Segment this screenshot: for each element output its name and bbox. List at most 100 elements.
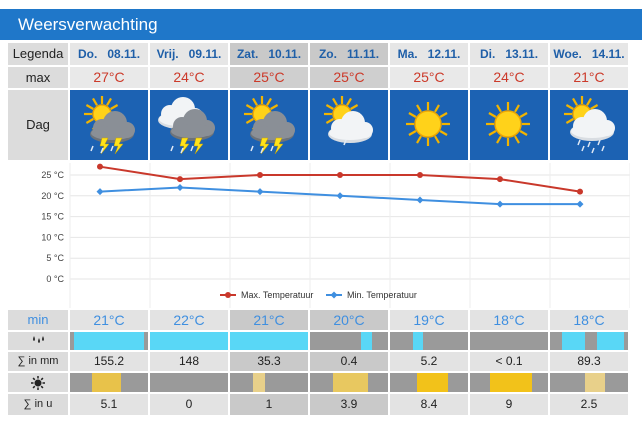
day-header: Di. 13.11. xyxy=(470,43,548,65)
day-header: Ma. 12.11. xyxy=(390,43,468,65)
weather-icon-cell xyxy=(70,90,148,160)
chart-legend-label: Max. Temperatuur xyxy=(241,290,313,300)
weather-icon-cell xyxy=(550,90,628,160)
chart-y-tick-label: 10 °C xyxy=(41,232,64,242)
sunshine-sum: 5.1 xyxy=(70,394,148,415)
chart-legend-marker xyxy=(225,292,231,298)
day-name: Ma. xyxy=(397,47,418,61)
precip-sum: 35.3 xyxy=(230,352,308,371)
sun-cloud-drizzle-icon xyxy=(310,94,388,156)
chart-y-tick-label: 15 °C xyxy=(41,212,64,222)
sunshine-segment xyxy=(489,373,533,392)
min-temp: 22°C xyxy=(150,310,228,330)
sunshine-strip xyxy=(310,373,388,392)
weather-icon-cell xyxy=(470,90,548,160)
chart-legend-marker xyxy=(330,291,338,299)
widget-title-bar: Weersverwachting xyxy=(0,9,642,40)
precip-strip xyxy=(230,332,308,350)
precip-strip xyxy=(390,332,468,350)
precip-strip xyxy=(470,332,548,350)
sunshine-strip xyxy=(470,373,548,392)
precip-sum: 0.4 xyxy=(310,352,388,371)
row-label-min: min xyxy=(8,310,68,330)
sunshine-sum: 9 xyxy=(470,394,548,415)
precip-strip xyxy=(550,332,628,350)
raindrops-icon xyxy=(31,335,45,350)
precip-segment xyxy=(561,332,586,350)
sunshine-segment xyxy=(333,373,369,392)
row-label-rain xyxy=(8,332,68,350)
precip-segment xyxy=(360,332,373,350)
sun-cloud-rain-icon xyxy=(550,94,628,156)
day-date: 09.11. xyxy=(188,47,222,61)
row-label-sun xyxy=(8,373,68,392)
day-header: Do. 08.11. xyxy=(70,43,148,65)
chart-point-max xyxy=(177,176,183,183)
thunderstorm-sun-icon xyxy=(70,94,148,156)
day-header: Woe. 14.11. xyxy=(550,43,628,65)
precip-sum: 5.2 xyxy=(390,352,468,371)
sunshine-strip xyxy=(550,373,628,392)
precip-sum: 155.2 xyxy=(70,352,148,371)
chart-point-max xyxy=(497,176,503,183)
sunshine-sum: 0 xyxy=(150,394,228,415)
day-date: 14.11. xyxy=(591,47,625,61)
temperature-chart-svg: 0 °C 5 °C 10 °C 15 °C 20 °C 25 °C Max. Tempera… xyxy=(8,163,631,308)
max-temp: 21°C xyxy=(550,67,628,88)
sunshine-sum: 8.4 xyxy=(390,394,468,415)
row-label-icon: Dag xyxy=(8,90,68,160)
chart-y-tick-label: 20 °C xyxy=(41,191,64,201)
chart-point-min xyxy=(256,188,264,196)
precip-segment xyxy=(413,332,423,350)
chart-y-tick-label: 5 °C xyxy=(46,253,64,263)
sunshine-strip xyxy=(230,373,308,392)
max-temp: 25°C xyxy=(390,67,468,88)
day-date: 10.11. xyxy=(268,47,302,61)
row-label-max: max xyxy=(8,67,68,88)
chart-point-min xyxy=(576,200,584,208)
row-label-head: Legenda xyxy=(8,43,68,65)
max-temp: 24°C xyxy=(150,67,228,88)
chart-y-tick-label: 0 °C xyxy=(46,274,64,284)
sun-icon xyxy=(470,94,548,156)
day-name: Do. xyxy=(77,47,98,61)
precip-segment xyxy=(150,332,228,350)
day-date: 12.11. xyxy=(427,47,461,61)
sunshine-sum: 3.9 xyxy=(310,394,388,415)
precip-strip xyxy=(310,332,388,350)
sunshine-segment xyxy=(91,373,121,392)
day-date: 08.11. xyxy=(107,47,141,61)
widget-title: Weersverwachting xyxy=(18,15,158,34)
thunderstorm-sun-icon xyxy=(230,94,308,156)
precip-sum: 148 xyxy=(150,352,228,371)
temperature-chart: 0 °C 5 °C 10 °C 15 °C 20 °C 25 °C Max. Tempera… xyxy=(8,163,631,308)
min-temp: 21°C xyxy=(230,310,308,330)
day-name: Zat. xyxy=(236,47,259,61)
sun-small-icon xyxy=(30,375,46,392)
day-name: Woe. xyxy=(553,47,582,61)
sunshine-strip xyxy=(70,373,148,392)
chart-point-max xyxy=(257,172,263,178)
chart-y-axis-area xyxy=(8,163,68,308)
chart-point-min xyxy=(96,188,104,196)
min-temp: 18°C xyxy=(470,310,548,330)
day-header: Zo. 11.11. xyxy=(310,43,388,65)
thunderstorm-icon xyxy=(150,94,228,156)
row-label-ssum: ∑ in u xyxy=(8,394,68,415)
weather-icon-cell xyxy=(150,90,228,160)
sunshine-segment xyxy=(585,373,605,392)
sunshine-strip xyxy=(150,373,228,392)
chart-point-max xyxy=(417,172,423,178)
weather-icon-cell xyxy=(390,90,468,160)
min-temp: 21°C xyxy=(70,310,148,330)
min-temp: 18°C xyxy=(550,310,628,330)
chart-point-min xyxy=(336,192,344,200)
chart-y-tick-label: 25 °C xyxy=(41,170,64,180)
precip-sum: 89.3 xyxy=(550,352,628,371)
weather-icon-cell xyxy=(310,90,388,160)
day-name: Di. xyxy=(479,47,496,61)
precip-segment xyxy=(596,332,625,350)
max-temp: 25°C xyxy=(310,67,388,88)
precip-strip xyxy=(150,332,228,350)
row-label-psum: ∑ in mm xyxy=(8,352,68,371)
